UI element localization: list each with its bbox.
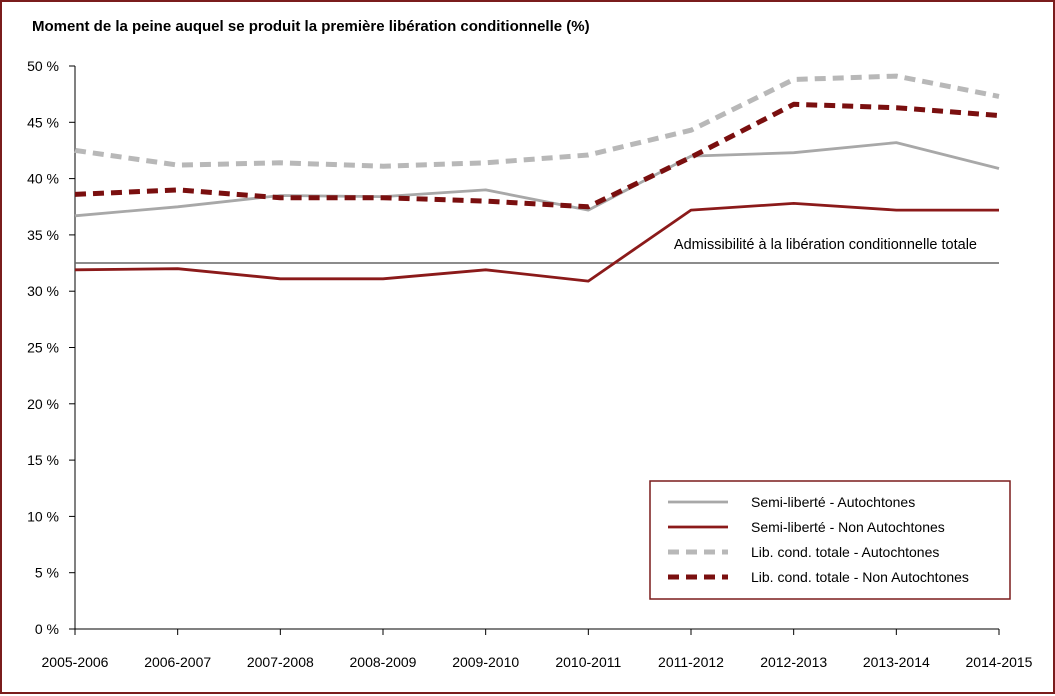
x-tick-label: 2009-2010 — [452, 654, 519, 670]
legend-label-4: Lib. cond. totale - Non Autochtones — [751, 569, 969, 585]
x-tick-label: 2007-2008 — [247, 654, 314, 670]
x-tick-label: 2008-2009 — [350, 654, 417, 670]
reference-line: Admissibilité à la libération conditionn… — [75, 237, 999, 264]
chart-title: Moment de la peine auquel se produit la … — [32, 18, 590, 35]
series-line-2 — [74, 201, 999, 283]
y-tick-label: 40 % — [27, 171, 59, 187]
legend-label-1: Semi-liberté - Autochtones — [751, 494, 915, 510]
x-tick-label: 2010-2011 — [555, 654, 621, 670]
y-tick-label: 15 % — [27, 452, 59, 468]
x-tick-label: 2014-2015 — [966, 654, 1033, 670]
y-tick-label: 45 % — [27, 114, 59, 130]
y-tick-label: 35 % — [27, 227, 59, 243]
legend: Semi-liberté - Autochtones Semi-liberté -… — [649, 480, 1011, 600]
series-line-4 — [74, 101, 1000, 210]
x-tick-label: 2013-2014 — [863, 654, 930, 670]
legend-label-3: Lib. cond. totale - Autochtones — [751, 544, 939, 560]
y-tick-label: 25 % — [27, 340, 59, 356]
y-tick-label: 30 % — [27, 283, 59, 299]
y-tick-label: 20 % — [27, 396, 59, 412]
reference-line-label: Admissibilité à la libération conditionn… — [674, 237, 977, 253]
x-tick-label: 2005-2006 — [42, 654, 109, 670]
legend-label-2: Semi-liberté - Non Autochtones — [751, 519, 945, 535]
x-tick-label: 2012-2013 — [760, 654, 827, 670]
y-tick-label: 50 % — [27, 58, 59, 74]
y-axis: 0 % 5 % 10 % 15 % 20 % 25 % 30 % 35 % 40 % 45 % 50… — [27, 58, 76, 637]
series-layer — [74, 73, 1000, 283]
series-line-3 — [74, 73, 1000, 169]
x-tick-label: 2006-2007 — [144, 654, 211, 670]
y-tick-label: 0 % — [35, 621, 59, 637]
x-axis: 2005-2006 2006-2007 2007-2008 2008-2009 2009… — [42, 628, 1033, 670]
x-tick-label: 2011-2012 — [658, 654, 724, 670]
series-line-1 — [74, 141, 1000, 218]
y-tick-label: 5 % — [35, 565, 59, 581]
y-tick-label: 10 % — [27, 508, 59, 524]
